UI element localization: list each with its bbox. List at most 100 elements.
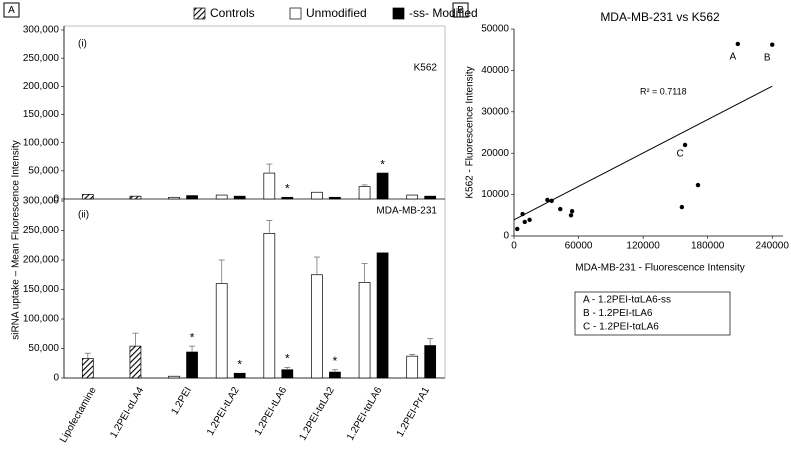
scatter-point — [682, 142, 688, 148]
y-tick-label: 150,000 — [23, 109, 60, 120]
significance-marker: * — [190, 330, 195, 344]
x-tick-label: 1.2PEI-tLA2 — [205, 385, 242, 438]
point-label: C — [676, 149, 683, 160]
legend-swatch — [289, 7, 302, 20]
bar — [424, 195, 437, 200]
legend-label: -ss- Modified — [409, 6, 478, 20]
bar — [233, 372, 246, 379]
y-tick-label: 50,000 — [28, 343, 59, 354]
bar — [281, 196, 294, 200]
note-text: A - 1.2PEI-tαLA6-ss — [583, 295, 671, 306]
x-tick-label: 1.2PEI-tαLA2 — [297, 385, 337, 443]
scatter-point — [549, 198, 554, 204]
scatter-point — [568, 213, 574, 218]
bar — [329, 371, 341, 379]
panel-label: A — [8, 5, 15, 16]
x-tick-label: 1.2PEI-tLA6 — [253, 385, 290, 438]
trendline — [513, 85, 773, 221]
y-axis-title: siRNA uptake – Mean Fluorescence Intensi… — [11, 140, 22, 340]
scatter-point — [679, 204, 685, 210]
x-tick-label: 1.2PEI — [169, 385, 194, 417]
y-tick-label: 100,000 — [23, 137, 60, 148]
y-tick-label: 300,000 — [23, 25, 60, 36]
bar — [233, 195, 246, 200]
legend-swatch — [392, 7, 405, 20]
y-tick-label: 10000 — [481, 189, 509, 200]
bar — [168, 375, 180, 379]
y-tick-label: 40000 — [481, 65, 509, 76]
x-axis-title: MDA-MB-231 - Fluorescence Intensity — [575, 263, 745, 274]
point-label: B — [764, 52, 771, 63]
scatter-point — [558, 206, 563, 212]
x-tick-label: 240000 — [756, 241, 790, 252]
scatter-point — [527, 217, 532, 223]
panel-box — [452, 2, 469, 18]
scatter-point — [569, 208, 575, 214]
y-tick-label: 30000 — [481, 106, 509, 117]
x-tick-label: 60000 — [565, 241, 593, 252]
panel-label: B — [457, 5, 464, 16]
bar — [376, 172, 389, 200]
bar — [129, 195, 142, 200]
significance-marker: * — [380, 157, 385, 171]
bar — [329, 196, 341, 200]
x-tick-label: 1.2PEI-αLA4 — [108, 385, 146, 440]
significance-marker: * — [285, 181, 290, 195]
x-tick-label: 1.2PEI-PrA1 — [395, 385, 433, 439]
bar — [81, 358, 94, 379]
x-tick-label: 1.2PEI-tαLA6 — [345, 385, 385, 443]
y-tick-label: 250,000 — [23, 225, 60, 236]
x-tick-label: Lipofectamine — [58, 385, 99, 445]
bar — [129, 345, 142, 379]
y-tick-label: 50000 — [481, 24, 509, 35]
scatter-point — [735, 41, 741, 47]
bar — [263, 172, 276, 200]
y-tick-label: 300,000 — [23, 196, 60, 207]
bar — [215, 283, 228, 379]
y-tick-label: 50,000 — [28, 165, 59, 176]
bar — [263, 233, 276, 379]
scatter-point — [522, 219, 527, 225]
note-text: C - 1.2PEI-tαLA6 — [583, 322, 659, 333]
panel-box — [3, 2, 20, 18]
scatter-point — [520, 211, 525, 217]
scatter-point — [770, 42, 775, 47]
significance-marker: * — [333, 354, 338, 368]
point-label: A — [729, 52, 736, 63]
panel-sublabel: (ii) — [78, 210, 89, 221]
bar — [215, 194, 228, 200]
bar — [358, 186, 371, 200]
bar — [376, 252, 389, 379]
y-tick-label: 0 — [503, 231, 509, 242]
y-tick-label: 200,000 — [23, 255, 60, 266]
legend-label: Unmodified — [306, 6, 367, 20]
r-squared-label: R² = 0.7118 — [640, 86, 687, 96]
y-tick-label: 20000 — [481, 148, 509, 159]
legend-swatch — [193, 7, 206, 20]
scatter-point — [695, 182, 701, 188]
subplot-title: MDA-MB-231 — [376, 206, 437, 217]
y-axis-title: K562 - Fluorescence Intensity — [465, 66, 476, 198]
scatter-point — [515, 226, 520, 232]
y-tick-label: 250,000 — [23, 53, 60, 64]
bar — [281, 369, 294, 379]
y-tick-label: 150,000 — [23, 284, 60, 295]
bar — [311, 191, 323, 200]
bar — [311, 274, 323, 379]
bar — [358, 282, 371, 379]
scatter-point — [545, 197, 550, 203]
significance-marker: * — [285, 352, 290, 366]
y-tick-label: 0 — [53, 373, 59, 384]
bar — [168, 196, 180, 200]
x-tick-label: 120000 — [626, 241, 660, 252]
bar — [81, 194, 94, 200]
y-tick-label: 100,000 — [23, 314, 60, 325]
bar — [186, 351, 198, 379]
note-box — [574, 291, 731, 336]
subplot-title: K562 — [414, 63, 438, 74]
significance-marker: * — [237, 357, 242, 371]
y-tick-label: 0 — [53, 194, 59, 205]
bar — [406, 194, 419, 200]
note-text: B - 1.2PEI-tLA6 — [583, 308, 653, 319]
